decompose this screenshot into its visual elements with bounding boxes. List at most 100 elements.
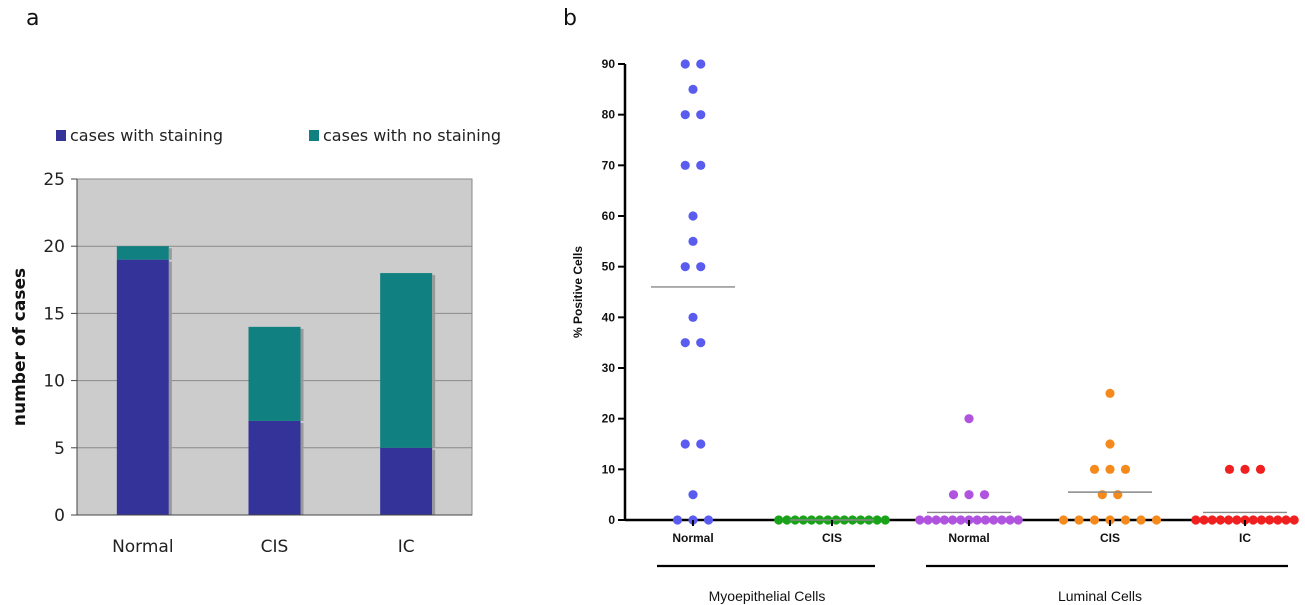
bar-shadow (432, 275, 436, 448)
y-axis-label: % Positive Cells (571, 246, 585, 338)
data-point-ic-luminal (1248, 515, 1258, 525)
data-point-normal-myoepithelial (696, 262, 706, 272)
legend-swatch (309, 130, 319, 141)
y-tick-label: 25 (43, 170, 65, 190)
x-tick-label: Normal (948, 531, 989, 545)
bar-shadow (300, 422, 304, 515)
x-tick-label: Normal (112, 537, 174, 557)
bar-segment-normal-no-staining (116, 246, 169, 260)
bar-shadow (432, 449, 436, 515)
data-point-ic-luminal (1224, 464, 1235, 474)
bar-segment-cis-staining (248, 420, 301, 515)
data-point-cis-luminal (1089, 515, 1100, 525)
data-point-normal-luminal (997, 515, 1007, 525)
data-point-normal-luminal (980, 515, 991, 525)
y-tick-label: 20 (43, 237, 65, 257)
y-tick-label: 80 (602, 108, 616, 122)
data-point-normal-myoepithelial (696, 160, 706, 170)
data-point-normal-myoepithelial (696, 59, 706, 69)
data-point-normal-luminal (948, 515, 958, 525)
data-point-cis-luminal (1120, 515, 1131, 525)
y-tick-label: 0 (54, 506, 65, 526)
data-point-normal-myoepithelial (680, 160, 690, 170)
group-label: Luminal Cells (1058, 588, 1142, 604)
x-tick-label: Normal (672, 531, 713, 545)
data-point-cis-luminal (1105, 464, 1115, 474)
y-axis-label: number of cases (10, 268, 30, 426)
bar-segment-normal-staining (116, 259, 169, 515)
y-tick-label: 50 (602, 260, 616, 274)
data-point-normal-luminal (923, 515, 933, 525)
data-point-cis-luminal (1089, 464, 1100, 474)
data-point-normal-luminal (972, 515, 982, 525)
panel-label-a: a (26, 6, 40, 31)
data-point-cis-myoepithelial (872, 515, 882, 525)
data-point-normal-myoepithelial (680, 338, 690, 348)
data-point-normal-myoepithelial (688, 490, 698, 500)
bar-shadow (168, 261, 172, 515)
data-point-cis-myoepithelial (880, 515, 890, 525)
bar-segment-ic-no-staining (380, 273, 433, 448)
legend-label: cases with staining (70, 126, 223, 145)
y-tick-label: 5 (54, 439, 65, 459)
y-tick-label: 10 (43, 372, 65, 392)
data-point-normal-myoepithelial (680, 59, 690, 69)
group-label: Myoepithelial Cells (709, 588, 826, 604)
data-point-ic-luminal (1224, 515, 1234, 525)
legend-label: cases with no staining (323, 126, 501, 145)
data-point-normal-luminal (1005, 515, 1015, 525)
bar-segment-ic-staining (380, 447, 433, 515)
data-point-ic-luminal (1289, 515, 1299, 525)
x-tick-label: CIS (822, 531, 842, 545)
data-point-normal-luminal (989, 515, 999, 525)
y-tick-label: 40 (602, 310, 616, 324)
data-point-normal-myoepithelial (696, 110, 706, 120)
legend-swatch (56, 130, 66, 141)
data-point-ic-luminal (1207, 515, 1217, 525)
y-tick-label: 20 (602, 412, 616, 426)
data-point-cis-luminal (1058, 515, 1069, 525)
data-point-normal-luminal (979, 490, 990, 500)
data-point-normal-myoepithelial (703, 515, 714, 525)
data-point-normal-myoepithelial (672, 515, 683, 525)
bar-segment-cis-no-staining (248, 326, 301, 421)
x-tick-label: CIS (1100, 531, 1120, 545)
data-point-cis-luminal (1105, 388, 1115, 398)
data-point-normal-myoepithelial (680, 439, 690, 449)
bar-shadow (168, 248, 172, 260)
data-point-normal-myoepithelial (688, 211, 698, 221)
y-tick-label: 60 (602, 209, 616, 223)
data-point-cis-luminal (1074, 515, 1084, 525)
data-point-ic-luminal (1273, 515, 1283, 525)
data-point-cis-luminal (1120, 464, 1131, 474)
data-point-normal-myoepithelial (688, 236, 698, 246)
panel-label-b: b (563, 6, 577, 31)
data-point-normal-myoepithelial (696, 338, 706, 348)
data-point-cis-luminal (1105, 439, 1115, 449)
stacked-bar-chart: 0 5 10 15 20 25 Normal CIS IC number of cases case… (10, 126, 501, 557)
data-point-cis-myoepithelial (782, 515, 792, 525)
data-point-normal-luminal (915, 515, 925, 525)
data-point-normal-luminal (939, 515, 950, 525)
bar-shadow (300, 328, 304, 421)
data-point-normal-myoepithelial (688, 84, 698, 94)
data-point-ic-luminal (1199, 515, 1209, 525)
data-point-normal-luminal (948, 490, 959, 500)
data-point-ic-luminal (1240, 464, 1250, 474)
data-point-ic-luminal (1191, 515, 1201, 525)
data-point-cis-myoepithelial (774, 515, 784, 525)
data-point-normal-luminal (931, 515, 941, 525)
data-point-normal-luminal (964, 414, 974, 424)
data-point-normal-myoepithelial (680, 262, 690, 272)
data-point-normal-luminal (956, 515, 966, 525)
data-point-normal-myoepithelial (680, 110, 690, 120)
y-tick-label: 90 (602, 57, 616, 71)
data-point-normal-myoepithelial (688, 312, 698, 322)
y-tick-label: 70 (602, 158, 616, 172)
y-tick-label: 15 (43, 304, 65, 324)
x-tick-label: CIS (261, 537, 289, 557)
data-point-ic-luminal (1255, 464, 1266, 474)
x-tick-label: IC (1239, 531, 1251, 545)
x-tick-label: IC (398, 537, 415, 557)
